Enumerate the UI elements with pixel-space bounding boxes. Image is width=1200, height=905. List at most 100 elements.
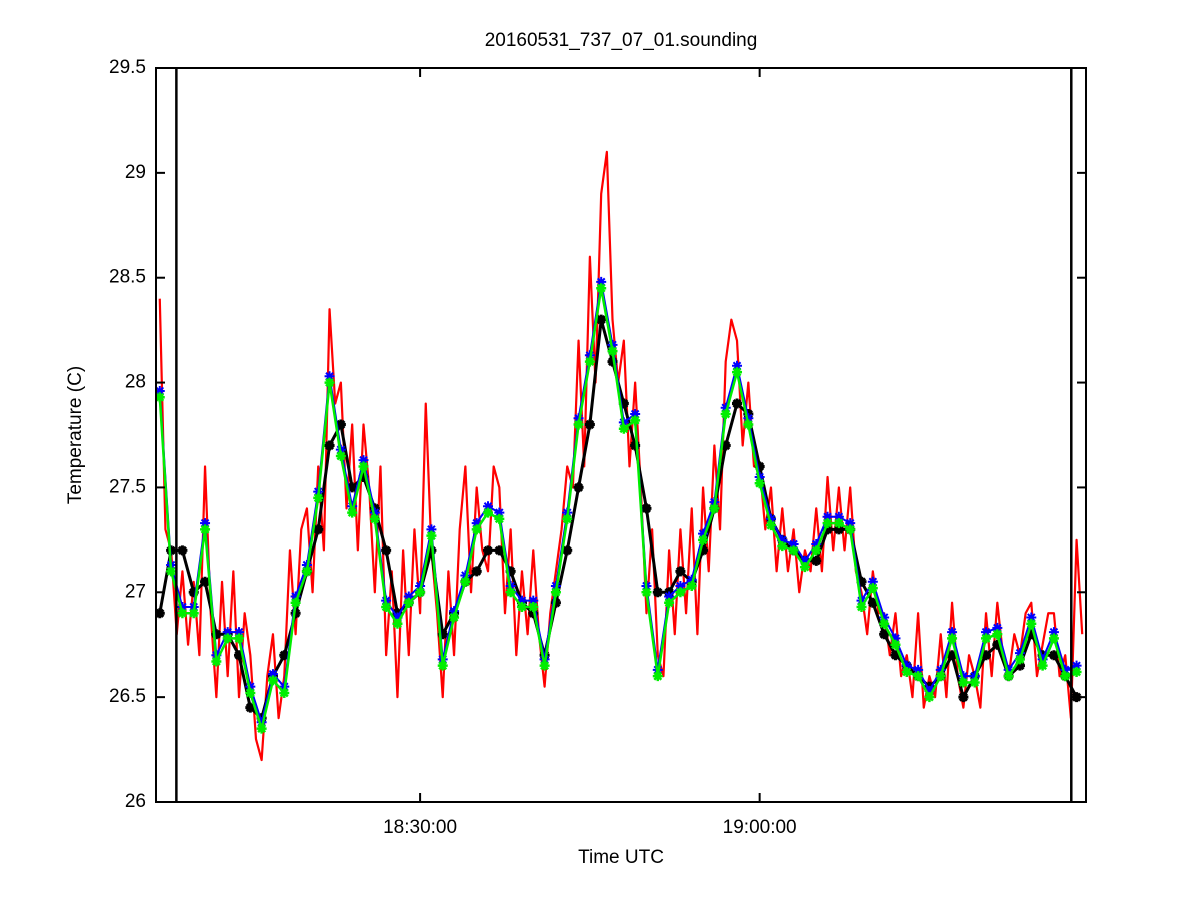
marker bbox=[992, 629, 1003, 640]
marker bbox=[200, 524, 211, 535]
marker bbox=[256, 723, 267, 734]
marker bbox=[958, 692, 969, 703]
marker bbox=[539, 660, 550, 671]
y-tick-label: 28 bbox=[125, 372, 146, 393]
marker bbox=[1048, 627, 1059, 638]
marker bbox=[879, 618, 890, 629]
marker bbox=[630, 440, 641, 451]
marker bbox=[652, 671, 663, 682]
marker bbox=[528, 601, 539, 612]
marker bbox=[867, 583, 878, 594]
marker bbox=[279, 687, 290, 698]
marker bbox=[890, 639, 901, 650]
chart-title: 20160531_737_07_01.sounding bbox=[485, 30, 758, 51]
marker bbox=[788, 539, 799, 550]
marker bbox=[981, 650, 992, 661]
marker bbox=[1037, 654, 1048, 665]
marker bbox=[426, 545, 437, 556]
marker bbox=[301, 566, 312, 577]
marker bbox=[156, 385, 165, 396]
marker bbox=[245, 702, 256, 713]
marker bbox=[833, 511, 844, 522]
marker bbox=[267, 669, 278, 680]
marker bbox=[698, 528, 709, 539]
marker bbox=[1026, 612, 1037, 623]
marker bbox=[607, 356, 618, 367]
marker bbox=[845, 524, 856, 535]
marker bbox=[403, 591, 414, 602]
marker bbox=[1071, 660, 1082, 671]
marker bbox=[313, 492, 324, 503]
marker bbox=[743, 413, 754, 424]
marker bbox=[890, 650, 901, 661]
marker bbox=[743, 419, 754, 430]
marker bbox=[618, 398, 629, 409]
marker bbox=[584, 419, 595, 430]
marker bbox=[879, 629, 890, 640]
marker bbox=[720, 440, 731, 451]
marker bbox=[358, 471, 369, 482]
marker bbox=[222, 627, 233, 638]
marker bbox=[698, 534, 709, 545]
marker bbox=[573, 419, 584, 430]
marker bbox=[958, 671, 969, 682]
marker bbox=[630, 415, 641, 426]
marker bbox=[890, 633, 901, 644]
marker bbox=[188, 587, 199, 598]
marker bbox=[924, 685, 935, 696]
marker bbox=[641, 587, 652, 598]
axes-box bbox=[155, 67, 1087, 803]
marker bbox=[969, 671, 980, 682]
marker bbox=[935, 671, 946, 682]
marker bbox=[573, 482, 584, 493]
marker bbox=[1014, 660, 1025, 671]
marker bbox=[1037, 660, 1048, 671]
marker bbox=[822, 518, 833, 529]
marker bbox=[709, 503, 720, 514]
marker bbox=[177, 601, 188, 612]
marker bbox=[505, 566, 516, 577]
marker bbox=[935, 664, 946, 675]
marker bbox=[550, 587, 561, 598]
x-tick-label: 19:00:00 bbox=[723, 817, 797, 838]
marker bbox=[1048, 633, 1059, 644]
marker bbox=[211, 656, 222, 667]
marker bbox=[324, 377, 335, 388]
marker bbox=[494, 513, 505, 524]
marker bbox=[369, 507, 380, 518]
marker bbox=[913, 671, 924, 682]
marker bbox=[483, 545, 494, 556]
marker bbox=[426, 530, 437, 541]
marker bbox=[969, 677, 980, 688]
marker bbox=[686, 574, 697, 585]
marker bbox=[630, 409, 641, 420]
marker bbox=[177, 545, 188, 556]
marker bbox=[234, 627, 245, 638]
marker bbox=[516, 595, 527, 606]
marker bbox=[845, 518, 856, 529]
marker bbox=[913, 664, 924, 675]
marker bbox=[754, 461, 765, 472]
y-axis-label: Temperature (C) bbox=[65, 366, 86, 504]
marker bbox=[901, 660, 912, 671]
marker bbox=[833, 518, 844, 529]
marker bbox=[437, 629, 448, 640]
marker bbox=[867, 597, 878, 608]
marker bbox=[856, 601, 867, 612]
marker bbox=[1026, 618, 1037, 629]
marker bbox=[777, 534, 788, 545]
marker bbox=[358, 461, 369, 472]
series-line bbox=[158, 286, 1078, 730]
marker bbox=[471, 524, 482, 535]
marker bbox=[156, 392, 165, 403]
marker bbox=[1014, 654, 1025, 665]
marker bbox=[460, 576, 471, 587]
marker bbox=[200, 518, 211, 529]
marker bbox=[822, 511, 833, 522]
marker bbox=[1060, 671, 1071, 682]
marker bbox=[324, 440, 335, 451]
marker bbox=[958, 677, 969, 688]
marker bbox=[833, 524, 844, 535]
